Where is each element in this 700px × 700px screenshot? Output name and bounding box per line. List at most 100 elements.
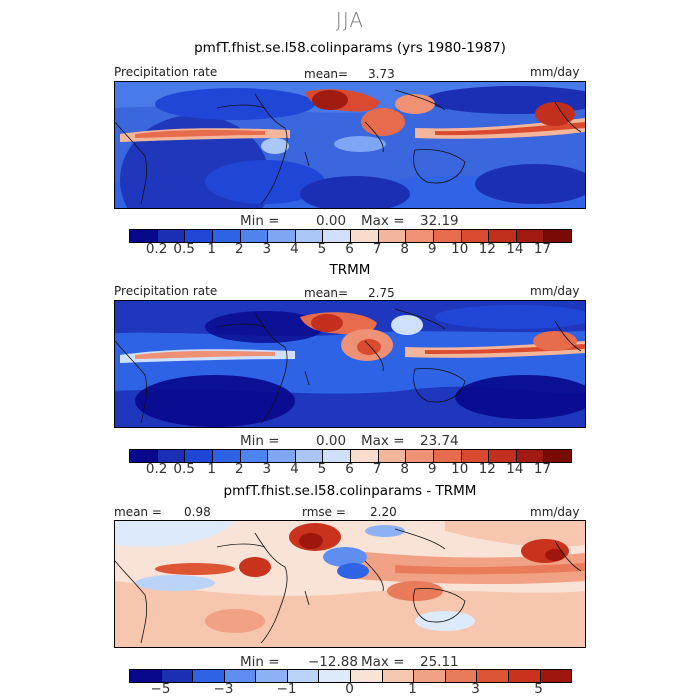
colorbar-swatch xyxy=(268,230,296,242)
colorbar-tick-label: −1 xyxy=(276,681,297,697)
colorbar-swatch xyxy=(382,670,415,682)
season-title: JJA xyxy=(335,8,365,32)
panel-1-mean-value: 3.73 xyxy=(368,67,395,81)
colorbar-swatch xyxy=(287,670,320,682)
panel-2-map xyxy=(114,300,586,428)
colorbar-tick-label: 7 xyxy=(372,461,382,477)
panel-1-field xyxy=(115,82,585,208)
colorbar-swatch xyxy=(268,450,296,462)
colorbar-swatch xyxy=(351,230,379,242)
colorbar-swatch xyxy=(212,450,241,462)
colorbar-swatch xyxy=(516,230,545,242)
panel-3-field xyxy=(115,521,585,647)
panel-3-mean-value: 0.98 xyxy=(184,505,211,519)
colorbar-swatch xyxy=(323,230,351,242)
colorbar-swatch xyxy=(540,670,572,682)
panel-3-min-label: Min = xyxy=(240,654,280,670)
panel-2-mean-label: mean= xyxy=(304,286,349,300)
colorbar-tick-label: 3 xyxy=(262,461,272,477)
colorbar-tick-label: 9 xyxy=(427,241,437,257)
panel-3-rmse-label: rmse = xyxy=(302,505,346,519)
colorbar-tick-label: 0 xyxy=(345,681,354,697)
colorbar-swatch xyxy=(406,230,434,242)
panel-2-max-label: Max = xyxy=(361,433,405,449)
colorbar-swatch xyxy=(544,230,571,242)
colorbar-tick-label: 2 xyxy=(234,241,244,257)
panel-2-colorbar xyxy=(129,449,572,463)
colorbar-swatch xyxy=(157,230,186,242)
colorbar-swatch xyxy=(224,670,257,682)
colorbar-tick-label: 8 xyxy=(400,461,409,477)
colorbar-tick-label: 3 xyxy=(471,681,480,697)
colorbar-swatch xyxy=(461,230,490,242)
colorbar-swatch xyxy=(212,230,241,242)
colorbar-tick-label: −3 xyxy=(213,681,234,697)
colorbar-tick-label: 9 xyxy=(427,461,437,477)
colorbar-swatch xyxy=(477,670,509,682)
colorbar-swatch xyxy=(489,450,517,462)
colorbar-tick-label: 10 xyxy=(451,241,469,257)
colorbar-swatch xyxy=(256,670,288,682)
panel-1-max-value: 32.19 xyxy=(420,213,459,229)
panel-2-min-label: Min = xyxy=(240,433,280,449)
panel-1-colorbar xyxy=(129,229,572,243)
colorbar-swatch xyxy=(445,670,478,682)
panel-2-variable-label: Precipitation rate xyxy=(114,284,218,298)
colorbar-swatch xyxy=(185,450,213,462)
colorbar-tick-label: 0.2 xyxy=(145,241,168,257)
colorbar-tick-label: 0.2 xyxy=(145,461,168,477)
colorbar-swatch xyxy=(319,670,352,682)
panel-3-max-label: Max = xyxy=(361,654,405,670)
colorbar-swatch xyxy=(193,670,225,682)
colorbar-swatch xyxy=(240,450,269,462)
colorbar-swatch xyxy=(489,230,517,242)
panel-2-mean-value: 2.75 xyxy=(368,286,395,300)
colorbar-tick-label: 10 xyxy=(451,461,469,477)
colorbar-tick-label: 14 xyxy=(506,461,524,477)
colorbar-tick-label: 5 xyxy=(317,241,327,257)
colorbar-swatch xyxy=(157,450,186,462)
colorbar-swatch xyxy=(130,450,158,462)
colorbar-tick-label: 14 xyxy=(506,241,524,257)
panel-1-mean-label: mean= xyxy=(304,67,349,81)
colorbar-tick-label: 17 xyxy=(533,461,552,477)
colorbar-swatch xyxy=(516,450,545,462)
colorbar-swatch xyxy=(351,670,383,682)
colorbar-tick-label: 3 xyxy=(262,241,272,257)
panel-1-units: mm/day xyxy=(530,65,580,79)
colorbar-swatch xyxy=(433,230,462,242)
colorbar-tick-label: 4 xyxy=(290,241,299,257)
colorbar-tick-label: 1 xyxy=(408,681,417,697)
panel-1-min-label: Min = xyxy=(240,213,280,229)
colorbar-swatch xyxy=(295,230,324,242)
colorbar-tick-label: −5 xyxy=(150,681,171,697)
colorbar-swatch xyxy=(544,450,571,462)
colorbar-swatch xyxy=(433,450,462,462)
colorbar-swatch xyxy=(323,450,351,462)
colorbar-swatch xyxy=(461,450,490,462)
colorbar-swatch xyxy=(351,450,379,462)
colorbar-tick-label: 0.5 xyxy=(173,241,195,257)
colorbar-tick-label: 1 xyxy=(207,241,216,257)
colorbar-tick-label: 4 xyxy=(290,461,299,477)
colorbar-tick-label: 1 xyxy=(207,461,216,477)
colorbar-tick-label: 5 xyxy=(317,461,327,477)
panel-2-field xyxy=(115,301,585,427)
colorbar-swatch xyxy=(508,670,541,682)
panel-1-variable-label: Precipitation rate xyxy=(114,65,218,79)
panel-2-max-value: 23.74 xyxy=(420,433,459,449)
panel-2-units: mm/day xyxy=(530,284,580,298)
colorbar-swatch xyxy=(130,670,162,682)
panel-3-mean-label: mean = xyxy=(114,505,162,519)
colorbar-tick-label: 0.5 xyxy=(173,461,195,477)
colorbar-tick-label: 7 xyxy=(372,241,382,257)
panel-3-units: mm/day xyxy=(530,505,580,519)
panel-3-map xyxy=(114,520,586,648)
panel-1-map xyxy=(114,81,586,209)
colorbar-tick-label: 12 xyxy=(478,461,496,477)
colorbar-swatch xyxy=(378,230,407,242)
colorbar-swatch xyxy=(414,670,446,682)
colorbar-swatch xyxy=(130,230,158,242)
panel-1-min-value: 0.00 xyxy=(316,213,347,229)
colorbar-swatch xyxy=(240,230,269,242)
